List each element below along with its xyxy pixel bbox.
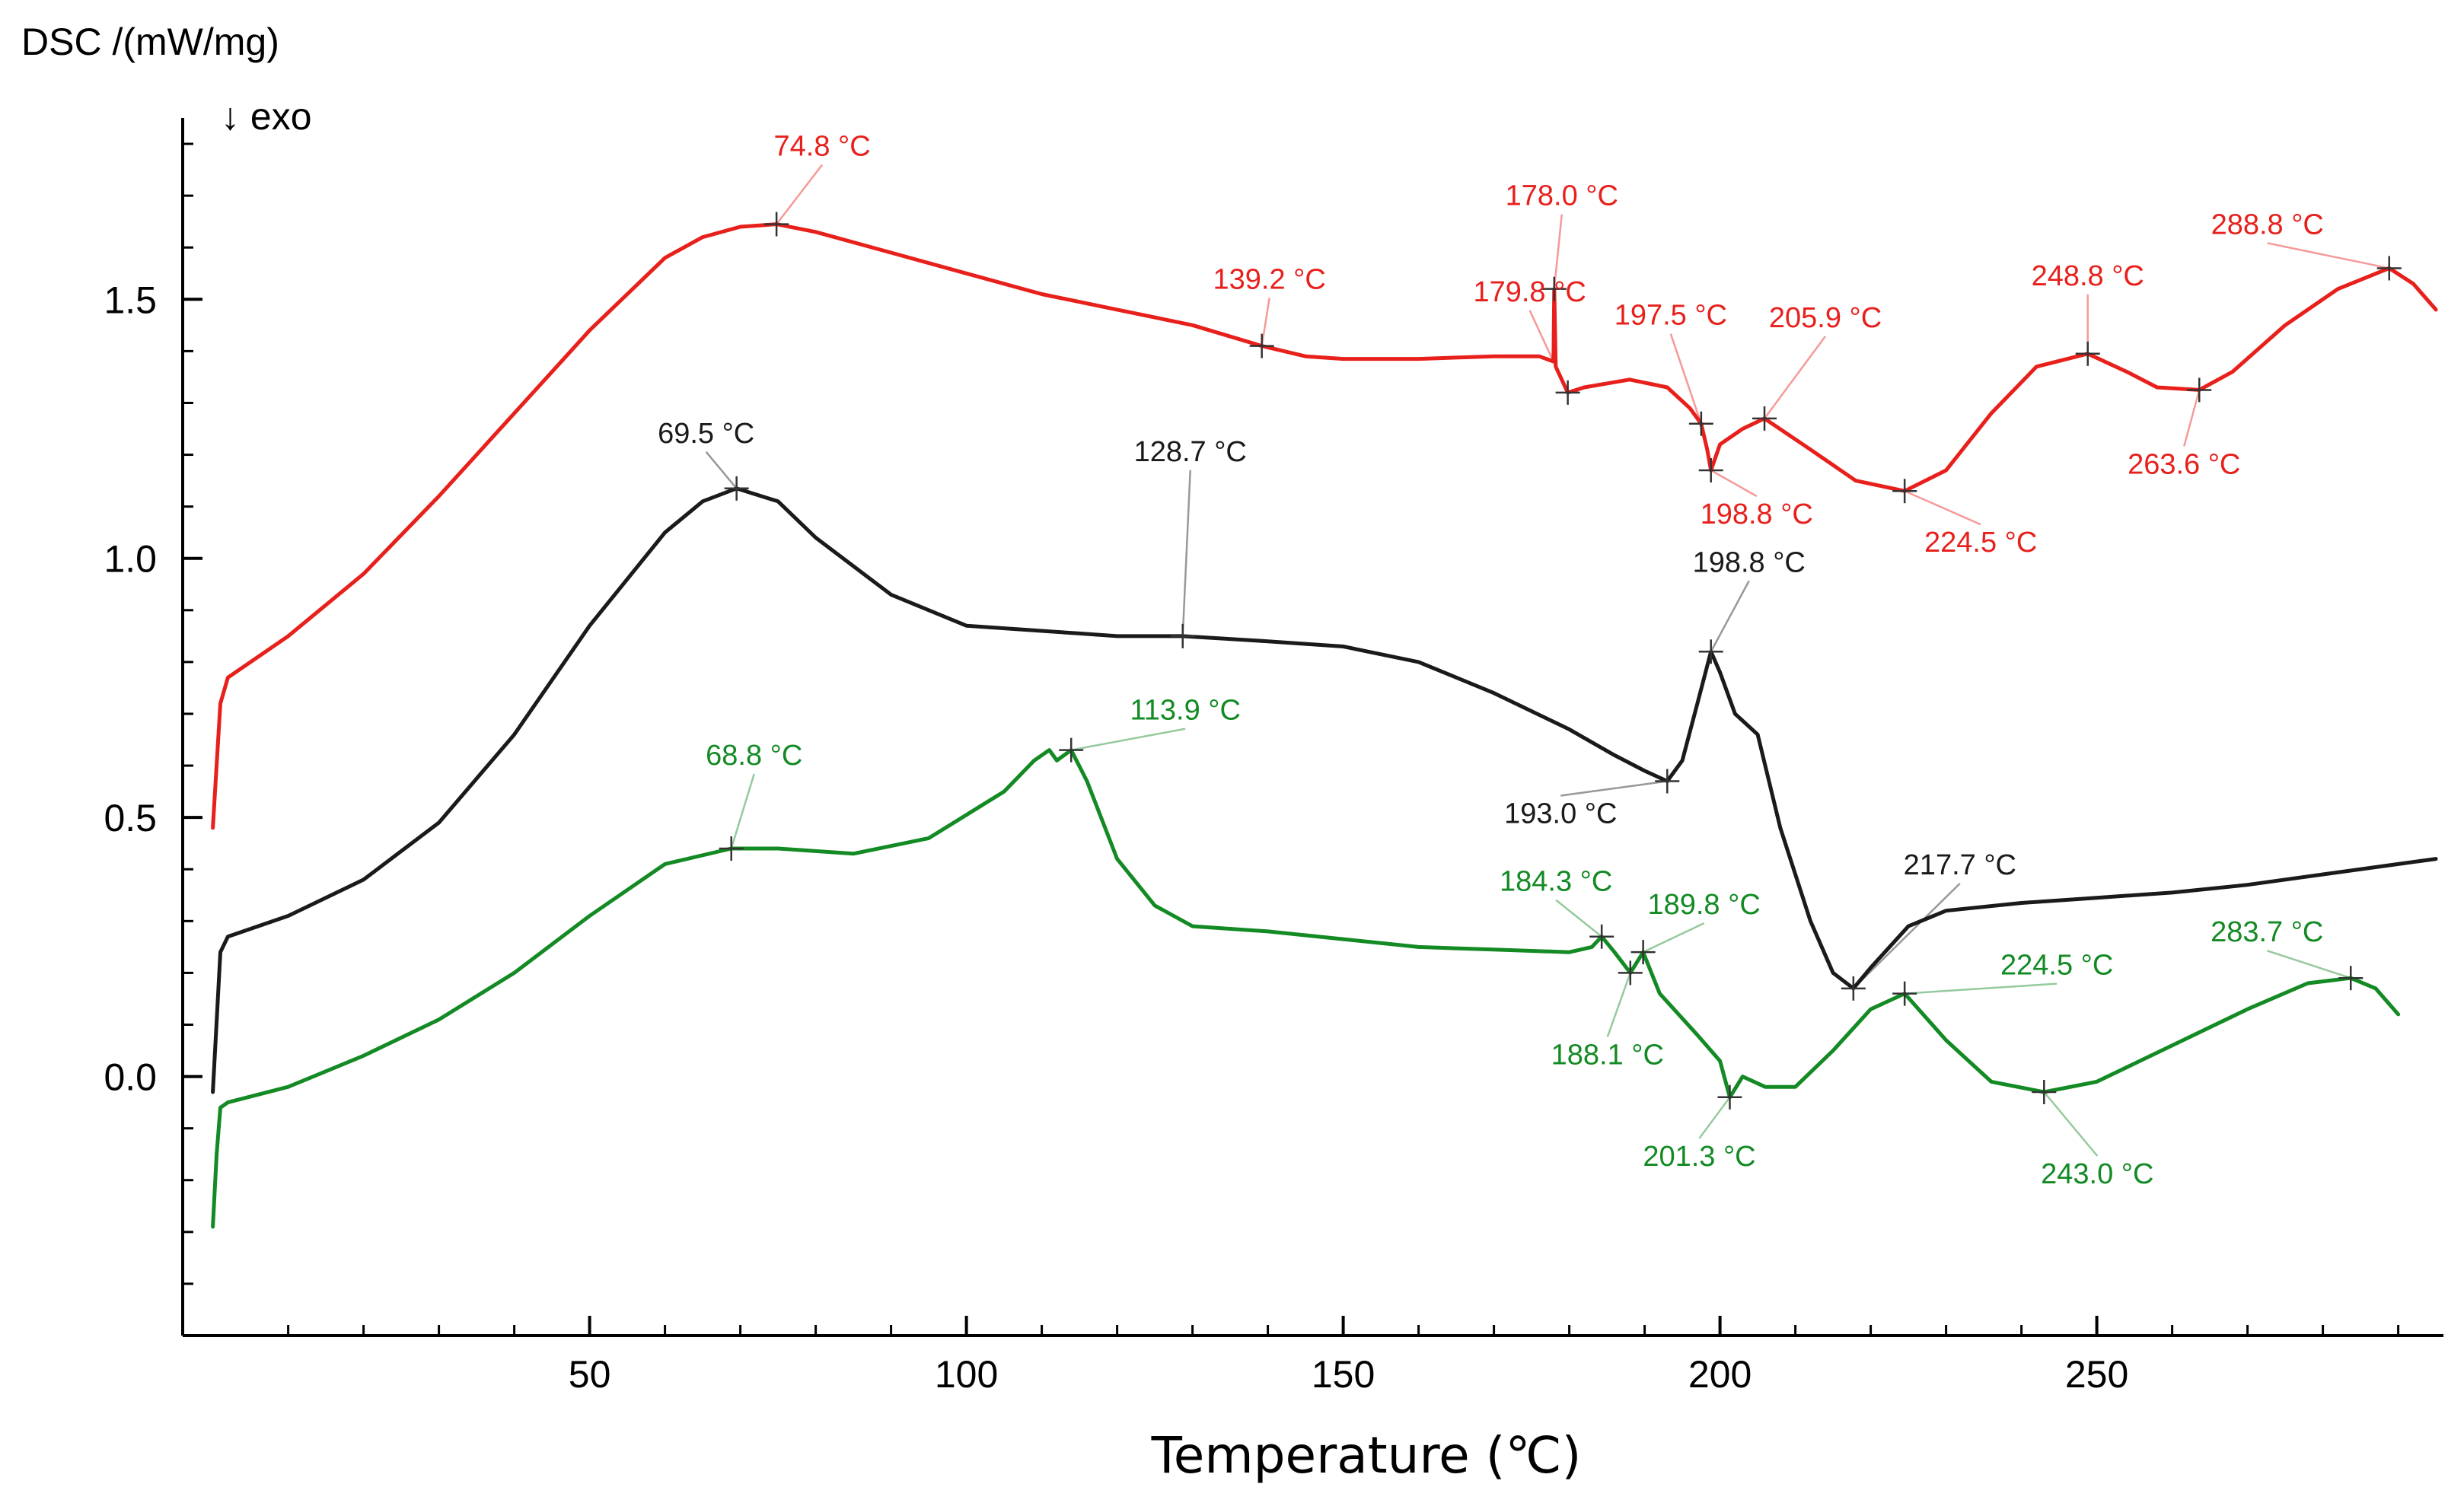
annotation-label: 217.7 °C [1904, 849, 2016, 881]
peak-annotation: 128.7 °C [1134, 436, 1247, 648]
series-line-1 [211, 222, 2438, 830]
y-tick-label: 1.0 [104, 538, 157, 581]
peak-annotation: 188.1 °C [1551, 960, 1664, 1071]
annotation-leader-line [2183, 390, 2201, 447]
x-tick-label: 200 [1688, 1353, 1752, 1396]
y-tick-label: 1.5 [104, 279, 157, 321]
x-tick-label: 50 [569, 1353, 611, 1396]
y-axis-title: DSC /(mW/mg) [21, 21, 279, 63]
annotation-label: 193.0 °C [1504, 798, 1617, 830]
peak-annotation: 217.7 °C [1841, 849, 2016, 1001]
annotation-label: 198.8 °C [1701, 498, 1813, 530]
peak-annotation: 263.6 °C [2128, 377, 2240, 480]
annotation-label: 198.8 °C [1693, 546, 1806, 578]
annotation-label: 263.6 °C [2128, 448, 2240, 480]
annotation-label: 188.1 °C [1551, 1039, 1664, 1071]
annotation-leader-line [1852, 882, 1961, 989]
annotation-leader-line [1764, 336, 1827, 419]
series-line-2 [211, 486, 2438, 1094]
annotation-leader-line [1904, 490, 1981, 526]
annotation-label: 189.8 °C [1647, 889, 1760, 921]
annotation-leader-line [1710, 469, 1758, 498]
annotation-label: 179.8 °C [1473, 276, 1586, 308]
peak-annotation: 178.0 °C [1506, 180, 1618, 301]
annotation-leader-line [705, 451, 738, 489]
annotation-label: 197.5 °C [1615, 300, 1727, 332]
annotation-label: 288.8 °C [2211, 209, 2324, 240]
peak-annotation: 224.5 °C [1892, 950, 2113, 1006]
annotation-layer: 74.8 °C 139.2 °C 178.0 °C 179.8 °C 197.5 °C 2… [658, 131, 2402, 1190]
peak-annotation: 113.9 °C [1059, 695, 1241, 763]
annotation-label: 113.9 °C [1130, 695, 1240, 727]
annotation-label: 139.2 °C [1213, 264, 1326, 296]
annotation-leader-line [776, 164, 824, 225]
peak-annotation: 201.3 °C [1643, 1084, 1756, 1173]
annotation-label: 184.3 °C [1500, 866, 1612, 898]
peak-annotation: 69.5 °C [658, 418, 754, 501]
peak-annotation: 68.8 °C [706, 740, 802, 861]
y-tick-label: 0.5 [104, 797, 157, 839]
peak-annotation: 193.0 °C [1504, 769, 1680, 830]
peak-annotation: 74.8 °C [764, 131, 871, 237]
annotation-leader-line [1070, 728, 1186, 751]
peak-annotation: 283.7 °C [2211, 916, 2364, 991]
annotation-leader-line [1261, 298, 1270, 346]
peak-annotation: 197.5 °C [1615, 300, 1727, 436]
annotation-label: 74.8 °C [774, 131, 871, 163]
peak-annotation: 288.8 °C [2211, 209, 2402, 281]
peak-annotation: 248.8 °C [2032, 260, 2144, 366]
peak-annotation: 198.8 °C [1698, 457, 1813, 530]
annotation-leader-line [2267, 242, 2389, 269]
annotation-leader-line [1698, 1097, 1731, 1139]
peak-annotation: 184.3 °C [1500, 866, 1615, 949]
series-line-3 [211, 748, 2401, 1229]
annotation-label: 201.3 °C [1643, 1141, 1755, 1173]
annotation-label: 224.5 °C [1924, 527, 2037, 559]
x-tick-label: 100 [935, 1353, 998, 1396]
annotation-leader-line [1669, 333, 1703, 425]
peak-annotation: 189.8 °C [1630, 889, 1761, 965]
x-axis-title: Temperature (℃) [1151, 1426, 1582, 1485]
annotation-leader-line [2266, 950, 2351, 979]
annotation-leader-line [730, 773, 755, 849]
peak-annotation: 198.8 °C [1693, 546, 1806, 664]
peak-annotation: 224.5 °C [1892, 479, 2037, 559]
annotation-label: 68.8 °C [706, 740, 802, 772]
annotation-leader-line [1560, 780, 1668, 797]
peak-annotation: 205.9 °C [1752, 302, 1882, 431]
annotation-label: 128.7 °C [1134, 436, 1247, 468]
annotation-leader-line [1905, 982, 2058, 995]
exo-note: ↓ exo [221, 95, 312, 138]
annotation-leader-line [1181, 470, 1191, 636]
annotation-label: 224.5 °C [2000, 950, 2113, 982]
annotation-label: 205.9 °C [1769, 302, 1882, 334]
annotation-label: 243.0 °C [2041, 1158, 2153, 1190]
peak-annotation: 139.2 °C [1213, 264, 1326, 358]
annotation-label: 283.7 °C [2211, 916, 2323, 948]
annotation-leader-line [1643, 922, 1705, 954]
annotation-leader-line [1710, 580, 1750, 652]
axes: 50 100 150 200 250 0.0 0.5 1.0 1.5 [104, 118, 2443, 1396]
peak-annotation: 243.0 °C [2032, 1080, 2153, 1190]
annotation-label: 69.5 °C [658, 418, 754, 450]
y-tick-label: 0.0 [104, 1056, 157, 1099]
annotation-label: 248.8 °C [2032, 260, 2144, 292]
annotation-leader-line [1553, 214, 1564, 289]
peak-annotation: 179.8 °C [1473, 276, 1586, 405]
x-tick-label: 150 [1312, 1353, 1375, 1396]
annotation-leader-line [2043, 1091, 2099, 1157]
series-layer [211, 222, 2438, 1229]
annotation-label: 178.0 °C [1506, 180, 1618, 212]
annotation-leader-line [1528, 310, 1569, 393]
annotation-leader-line [1606, 972, 1631, 1037]
annotation-leader-line [1555, 899, 1602, 938]
x-tick-label: 250 [2065, 1353, 2128, 1396]
